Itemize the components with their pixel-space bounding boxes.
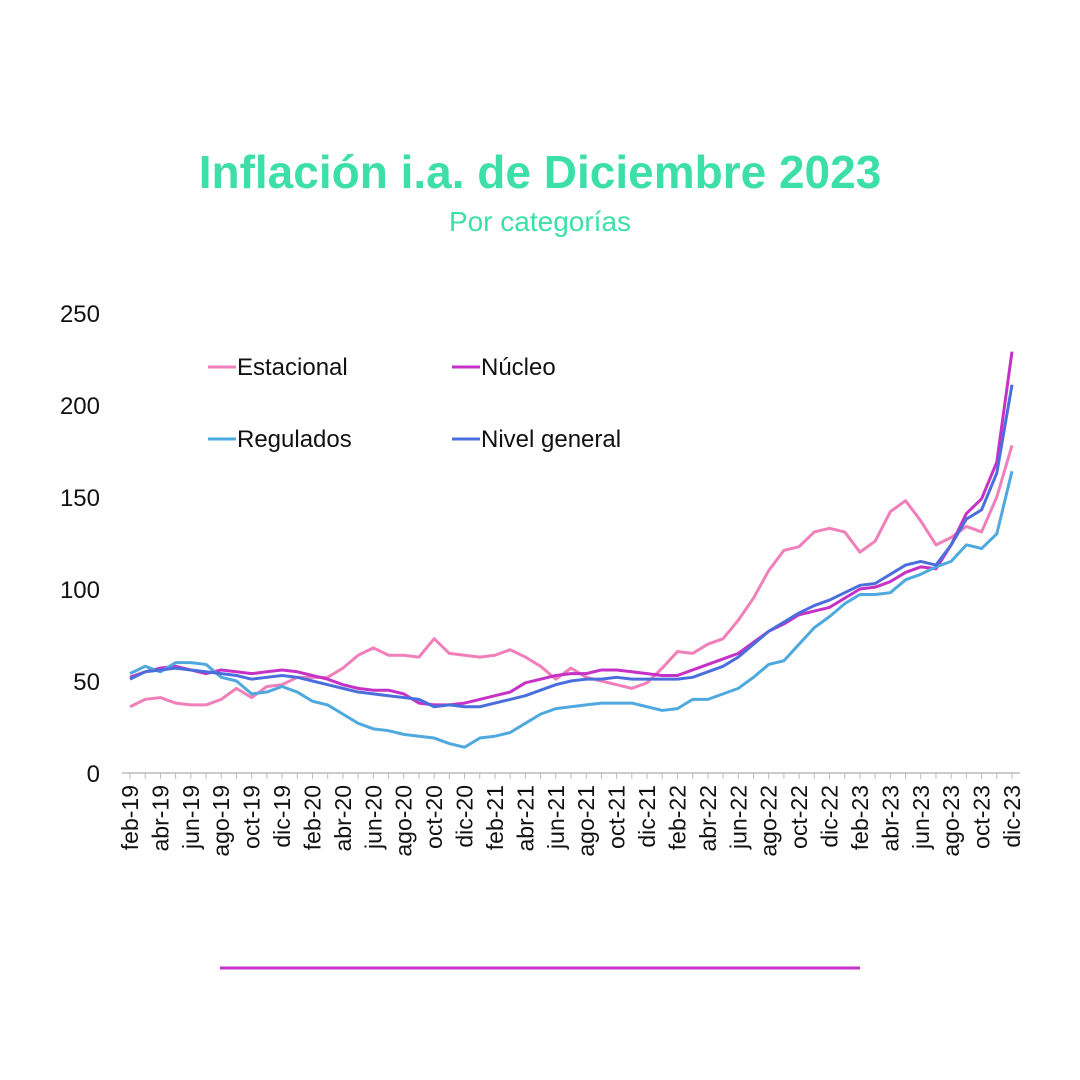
x-tick-label: abr-19 — [147, 785, 173, 851]
x-tick-label: oct-21 — [604, 785, 630, 849]
legend-label: Nivel general — [481, 426, 621, 453]
series-line — [129, 384, 1014, 709]
x-tick-label: feb-22 — [664, 785, 690, 850]
x-tick-label: oct-20 — [421, 785, 447, 849]
x-tick-label: oct-23 — [969, 785, 995, 849]
y-tick-label: 150 — [60, 485, 100, 512]
x-tick-label: dic-23 — [999, 785, 1025, 848]
x-tick-label: feb-20 — [299, 785, 325, 850]
x-tick-label: feb-21 — [482, 785, 508, 850]
legend-label: Regulados — [237, 426, 352, 453]
legend-label: Núcleo — [481, 354, 556, 381]
x-tick-label: jun-21 — [543, 785, 569, 850]
x-tick-label: jun-20 — [360, 785, 386, 850]
series-line — [129, 470, 1014, 749]
x-tick-label: jun-22 — [725, 785, 751, 850]
x-tick-label: dic-21 — [634, 785, 660, 848]
series-line — [129, 445, 1014, 709]
chart-subtitle: Por categorías — [449, 206, 631, 237]
x-tick-label: ago-23 — [938, 785, 964, 857]
x-tick-label: ago-19 — [208, 785, 234, 857]
chart-title: Inflación i.a. de Diciembre 2023 — [199, 146, 882, 198]
x-tick-label: ago-20 — [391, 785, 417, 857]
x-tick-label: feb-23 — [847, 785, 873, 850]
x-tick-label: oct-19 — [239, 785, 265, 849]
x-tick-label: dic-20 — [452, 785, 478, 848]
x-tick-label: dic-22 — [817, 785, 843, 848]
x-tick-label: abr-23 — [877, 785, 903, 851]
y-tick-label: 250 — [60, 301, 100, 328]
x-tick-label: jun-19 — [178, 785, 204, 850]
y-tick-label: 0 — [87, 761, 100, 788]
y-tick-label: 100 — [60, 577, 100, 604]
y-tick-label: 200 — [60, 393, 100, 420]
series-line — [129, 351, 1014, 707]
x-tick-label: abr-21 — [512, 785, 538, 851]
x-tick-label: dic-19 — [269, 785, 295, 848]
x-tick-label: abr-20 — [330, 785, 356, 851]
x-tick-label: jun-23 — [908, 785, 934, 850]
x-tick-label: ago-21 — [573, 785, 599, 857]
y-tick-label: 50 — [73, 669, 100, 696]
x-tick-label: feb-19 — [117, 785, 143, 850]
x-tick-label: ago-22 — [756, 785, 782, 857]
x-tick-label: abr-22 — [695, 785, 721, 851]
legend-label: Estacional — [237, 354, 348, 381]
x-tick-label: oct-22 — [786, 785, 812, 849]
